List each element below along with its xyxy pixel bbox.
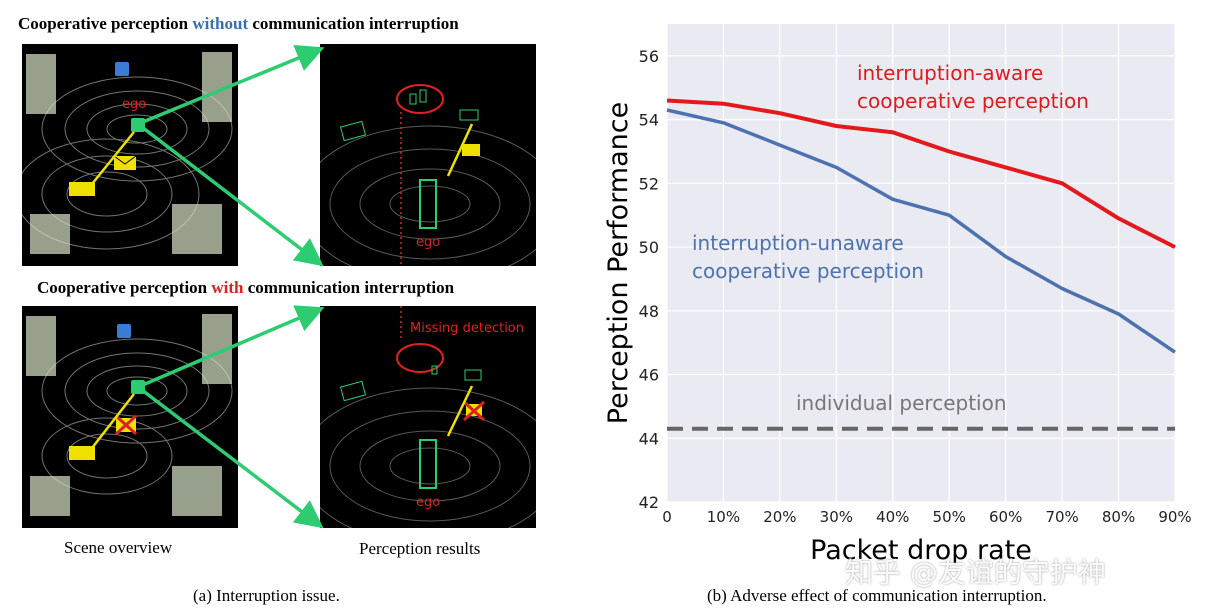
- watermark: 知乎 @友谊的守护神: [845, 556, 1106, 589]
- bottom-heading: Cooperative perception with communicatio…: [37, 278, 454, 298]
- ego-label-top: ego: [122, 97, 146, 112]
- arrow-bottom-upper: [137, 305, 325, 389]
- missing-detection-label: Missing detection: [410, 321, 524, 336]
- y-axis-label: Perception Performance: [603, 102, 634, 424]
- green-arrows: [136, 45, 325, 529]
- unaware-annotation-line2: cooperative perception: [692, 259, 924, 283]
- scene-overview-bottom: [22, 306, 238, 528]
- scene-overview-bottom-art: [26, 314, 233, 516]
- detection-circle: [396, 84, 444, 114]
- y-tick-label: 48: [639, 302, 659, 321]
- bottom-heading-post: communication interruption: [243, 278, 455, 297]
- arrow-bottom-lower: [136, 385, 324, 529]
- x-tick-label: 30%: [820, 508, 853, 526]
- perception-results-bottom-art: Missing detection ego: [320, 306, 536, 528]
- message-envelope-icon: [462, 144, 480, 156]
- aware-annotation-line2: cooperative perception: [857, 89, 1089, 113]
- x-axis-label: Packet drop rate: [810, 535, 1032, 566]
- y-tick-label: 50: [639, 238, 659, 257]
- y-tick-label: 52: [639, 174, 659, 193]
- vehicle-marker-yellow: [69, 182, 95, 196]
- aware-annotation-line1: interruption-aware: [857, 61, 1043, 85]
- ego-label-results-top: ego: [416, 235, 440, 250]
- ego-box: [419, 179, 437, 229]
- vehicle-marker-yellow: [69, 446, 95, 460]
- y-tick-label: 56: [639, 47, 659, 66]
- x-tick-label: 50%: [933, 508, 966, 526]
- series-line-unaware: [666, 108, 1176, 354]
- individual-annotation: individual perception: [796, 391, 1007, 415]
- x-tick-label: 60%: [989, 508, 1022, 526]
- perception-results-caption: Perception results: [359, 539, 481, 558]
- scene-overview-caption: Scene overview: [64, 538, 173, 557]
- x-tick-label: 10%: [707, 508, 740, 526]
- top-heading-post: communication interruption: [248, 14, 459, 33]
- top-heading-pre: Cooperative perception: [18, 14, 193, 33]
- ego-box: [419, 439, 437, 489]
- vehicle-marker-blue: [117, 324, 131, 338]
- bottom-heading-keyword: with: [211, 278, 244, 297]
- x-tick-label: 90%: [1158, 508, 1191, 526]
- scene-overview-top-art: ego: [22, 52, 233, 254]
- arrow-top-lower: [136, 122, 324, 267]
- top-heading-keyword: without: [192, 14, 249, 33]
- y-tick-label: 46: [639, 366, 659, 385]
- ego-label-results-bottom: ego: [416, 495, 440, 510]
- x-tick-label: 20%: [763, 508, 796, 526]
- right-subcaption: (b) Adverse effect of communication inte…: [707, 586, 1047, 605]
- y-tick-label: 44: [639, 429, 659, 448]
- unaware-annotation-line1: interruption-unaware: [692, 231, 904, 255]
- missing-detection-circle: [396, 343, 444, 373]
- vehicle-marker-blue: [115, 62, 129, 76]
- arrow-top-upper: [137, 45, 325, 126]
- top-heading: Cooperative perception without communica…: [18, 14, 459, 34]
- perception-results-bottom: Missing detection ego: [320, 306, 536, 528]
- x-tick-label: 0: [662, 508, 672, 526]
- left-subcaption: (a) Interruption issue.: [193, 586, 340, 605]
- bottom-heading-pre: Cooperative perception: [37, 278, 212, 297]
- x-tick-label: 40%: [876, 508, 909, 526]
- perception-results-top-art: ego: [320, 84, 536, 266]
- x-tick-label: 80%: [1102, 508, 1135, 526]
- plot-background: [667, 24, 1175, 502]
- y-tick-label: 54: [639, 111, 659, 130]
- scene-overview-top: ego: [22, 44, 238, 266]
- perception-results-top: ego: [320, 44, 536, 266]
- series-line-aware: [666, 98, 1176, 249]
- y-tick-label: 42: [639, 493, 659, 512]
- performance-chart: 42 44 46 48 50 52 54 56 0 10% 20% 30% 40% 50% 60% 70% 80…: [603, 24, 1192, 566]
- x-tick-label: 70%: [1045, 508, 1078, 526]
